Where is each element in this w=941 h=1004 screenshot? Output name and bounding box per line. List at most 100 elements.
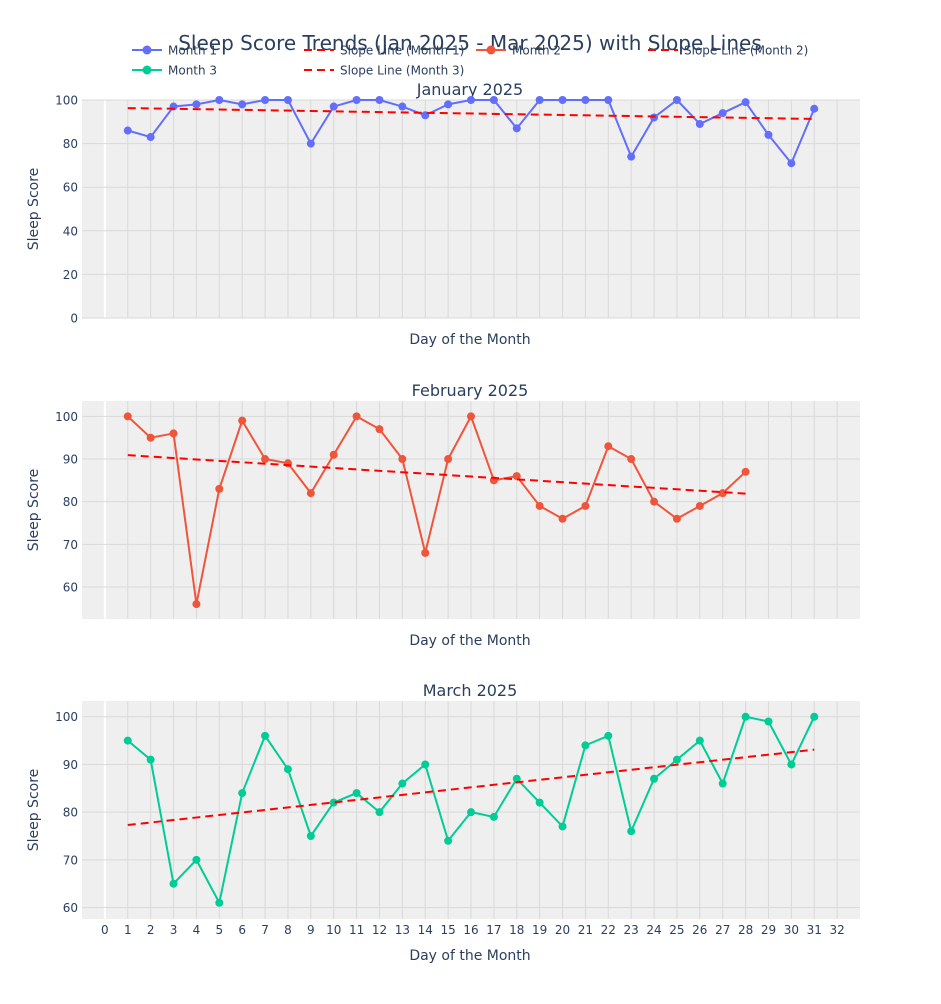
data-point <box>650 113 659 122</box>
y-tick-label: 0 <box>70 312 78 326</box>
data-point <box>467 412 475 421</box>
legend-item: Month 3 <box>132 64 217 78</box>
y-tick-label: 100 <box>55 710 78 724</box>
x-tick-label: 29 <box>761 923 776 937</box>
x-tick-label: 15 <box>440 923 455 937</box>
data-point <box>146 133 155 142</box>
data-point <box>558 96 567 104</box>
data-point <box>467 808 475 817</box>
data-point <box>604 442 613 451</box>
y-axis-label: Sleep Score <box>26 168 42 251</box>
data-point <box>398 779 407 788</box>
data-point <box>512 124 521 133</box>
data-point <box>169 879 178 888</box>
x-tick-label: 20 <box>555 923 570 937</box>
x-tick-label: 24 <box>646 923 661 937</box>
data-point <box>650 774 659 783</box>
data-point <box>283 96 292 104</box>
data-point <box>192 855 201 864</box>
x-tick-label: 25 <box>669 923 684 937</box>
y-tick-label: 70 <box>63 853 78 867</box>
data-point <box>238 100 247 109</box>
data-point <box>444 836 453 845</box>
data-point <box>192 600 201 609</box>
data-point <box>261 455 270 464</box>
legend-swatch-marker <box>142 45 152 55</box>
x-tick-label: 19 <box>532 923 547 937</box>
y-tick-label: 60 <box>63 901 78 915</box>
x-tick-label: 31 <box>807 923 822 937</box>
slope-line <box>127 748 815 827</box>
data-point <box>169 429 178 438</box>
data-point <box>581 96 590 104</box>
y-tick-label: 90 <box>63 453 78 467</box>
x-tick-label: 16 <box>463 923 478 937</box>
data-point <box>329 102 338 111</box>
x-tick-label: 10 <box>326 923 341 937</box>
subplot-1: 0 20 40 60 80 100 January 2025 Day of the Month… <box>26 80 860 348</box>
y-tick-label: 90 <box>63 758 78 772</box>
series-line <box>127 415 747 606</box>
data-point <box>306 139 315 148</box>
data-point <box>581 501 590 510</box>
x-tick-label: 3 <box>170 923 178 937</box>
data-point <box>718 489 727 498</box>
legend-label: Slope Line (Month 2) <box>684 44 808 58</box>
data-point <box>672 755 681 764</box>
data-point <box>352 789 361 798</box>
data-point <box>672 96 681 104</box>
legend-label: Month 2 <box>512 44 561 58</box>
data-point <box>398 102 407 111</box>
data-point <box>810 712 819 721</box>
data-point <box>695 736 704 745</box>
data-point <box>192 100 201 109</box>
data-point <box>741 98 750 107</box>
data-point <box>695 501 704 510</box>
x-tick-label: 5 <box>215 923 223 937</box>
x-tick-label: 6 <box>238 923 246 937</box>
data-point <box>512 774 521 783</box>
data-point <box>535 798 544 807</box>
data-point <box>787 159 796 168</box>
x-tick-label: 30 <box>784 923 799 937</box>
legend-item: Slope Line (Month 3) <box>304 64 464 78</box>
y-tick-label: 60 <box>63 581 78 595</box>
data-point <box>123 736 132 745</box>
data-point <box>489 812 498 821</box>
data-point <box>627 152 636 161</box>
x-tick-label: 2 <box>147 923 155 937</box>
x-tick-label: 23 <box>624 923 639 937</box>
data-point <box>535 96 544 104</box>
x-tick-label: 1 <box>124 923 132 937</box>
x-axis-label: Day of the Month <box>409 332 530 348</box>
data-point <box>558 514 567 523</box>
data-point <box>261 96 270 104</box>
data-point <box>123 126 132 135</box>
legend-label: Slope Line (Month 1) <box>340 44 464 58</box>
data-point <box>329 450 338 459</box>
data-point <box>375 96 384 104</box>
x-tick-label: 17 <box>486 923 501 937</box>
subplot-2: 60 70 80 90 100 February 2025 Day of the Month… <box>26 381 860 649</box>
data-point <box>512 472 521 481</box>
legend: Month 1 Slope Line (Month 1) Month 2 Slope … <box>132 44 808 78</box>
data-point <box>718 779 727 788</box>
x-tick-label: 9 <box>307 923 315 937</box>
subplot-title: March 2025 <box>423 681 518 700</box>
data-point <box>215 898 224 907</box>
data-point <box>604 96 613 104</box>
data-point <box>375 808 384 817</box>
data-point <box>444 455 453 464</box>
x-tick-label: 8 <box>284 923 292 937</box>
data-point <box>398 455 407 464</box>
data-point <box>421 760 430 769</box>
legend-swatch-marker <box>486 45 496 55</box>
data-point <box>352 412 361 421</box>
x-tick-label: 18 <box>509 923 524 937</box>
x-tick-label: 4 <box>193 923 201 937</box>
y-tick-label: 80 <box>63 495 78 509</box>
y-axis-label: Sleep Score <box>26 469 42 552</box>
data-point <box>695 119 704 128</box>
